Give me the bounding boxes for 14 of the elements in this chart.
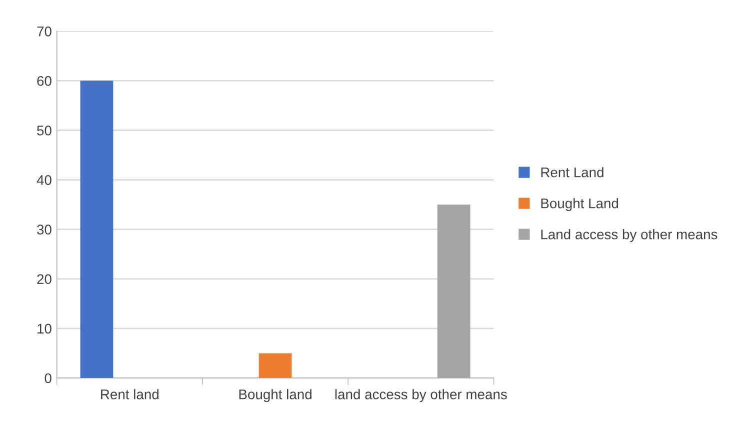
y-tick-label: 0 <box>44 373 52 384</box>
y-tick-label: 70 <box>37 26 52 36</box>
x-tick-label: Bought land <box>239 389 312 402</box>
legend-label: Rent Land <box>541 167 604 178</box>
x-tick-label: land access by other means <box>335 389 507 402</box>
y-tick-label: 60 <box>37 76 52 86</box>
y-tick-label: 20 <box>37 274 52 284</box>
legend-label: Bought Land <box>541 198 618 212</box>
x-tick-label: Rent land <box>101 389 158 400</box>
y-tick-label: 50 <box>37 126 52 136</box>
legend-label: Land access by other means <box>541 229 718 242</box>
y-tick-label: 30 <box>37 224 52 235</box>
y-tick-label: 10 <box>38 324 52 334</box>
y-tick-label: 40 <box>36 175 52 185</box>
